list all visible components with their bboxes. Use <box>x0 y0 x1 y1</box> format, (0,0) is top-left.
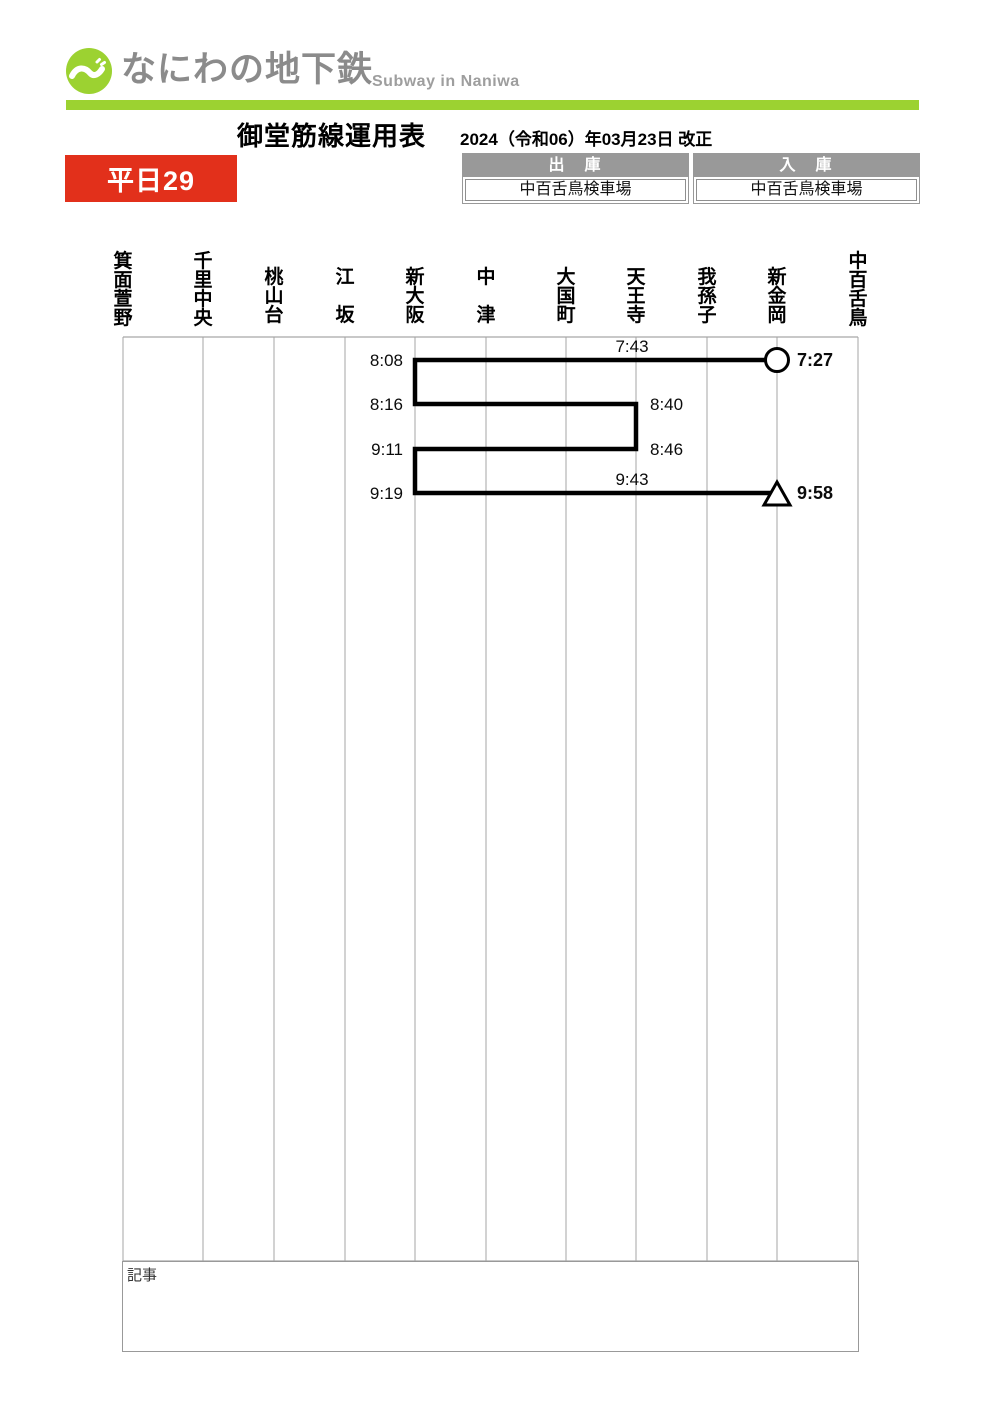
depot-in-header: 入 庫 <box>694 154 919 177</box>
depot-in-triangle-marker <box>761 478 793 507</box>
document-title: 御堂筋線運用表 <box>237 121 427 151</box>
depot-in-value: 中百舌鳥検車場 <box>696 179 917 201</box>
time-label: 9:43 <box>615 470 648 489</box>
station-label: 新金岡 <box>767 267 787 326</box>
notes-label: 記事 <box>127 1267 158 1284</box>
station-label: 江坂 <box>335 267 355 326</box>
time-label: 8:40 <box>650 395 683 414</box>
depot-in-box: 入 庫 中百舌鳥検車場 <box>693 153 920 204</box>
time-label: 8:16 <box>370 395 403 414</box>
station-label: 新大阪 <box>405 267 425 326</box>
station-label: 天王寺 <box>626 267 646 326</box>
station-label: 箕面萱野 <box>113 251 133 329</box>
time-label: 7:27 <box>797 350 833 370</box>
station-label: 千里中央 <box>193 251 213 329</box>
time-label: 9:11 <box>371 440 403 459</box>
train-path-line <box>412 357 777 496</box>
depot-out-circle-marker <box>764 347 790 373</box>
time-label: 9:58 <box>797 483 833 503</box>
brand-accent-bar <box>66 100 919 110</box>
depot-out-value: 中百舌鳥検車場 <box>465 179 686 201</box>
station-label: 中百舌鳥 <box>848 251 868 329</box>
naniwa-subway-logo-icon <box>66 48 112 94</box>
time-label: 9:19 <box>370 484 403 503</box>
depot-out-box: 出 庫 中百舌鳥検車場 <box>462 153 689 204</box>
duty-number-badge: 平日29 <box>65 155 237 202</box>
time-label: 7:43 <box>615 337 648 356</box>
brand-title: なにわの地下鉄 <box>121 50 374 89</box>
station-label: 中津 <box>476 267 496 326</box>
time-label: 8:08 <box>370 351 403 370</box>
revision-date: 2024（令和06）年03月23日 改正 <box>460 130 713 149</box>
time-label: 8:46 <box>650 440 683 459</box>
depot-out-header: 出 庫 <box>463 154 688 177</box>
station-label: 我孫子 <box>697 267 717 326</box>
station-label: 桃山台 <box>264 267 284 326</box>
brand-subtitle: Subway in Naniwa <box>372 73 520 90</box>
notes-box: 記事 <box>122 1261 859 1352</box>
station-label: 大国町 <box>556 267 576 326</box>
